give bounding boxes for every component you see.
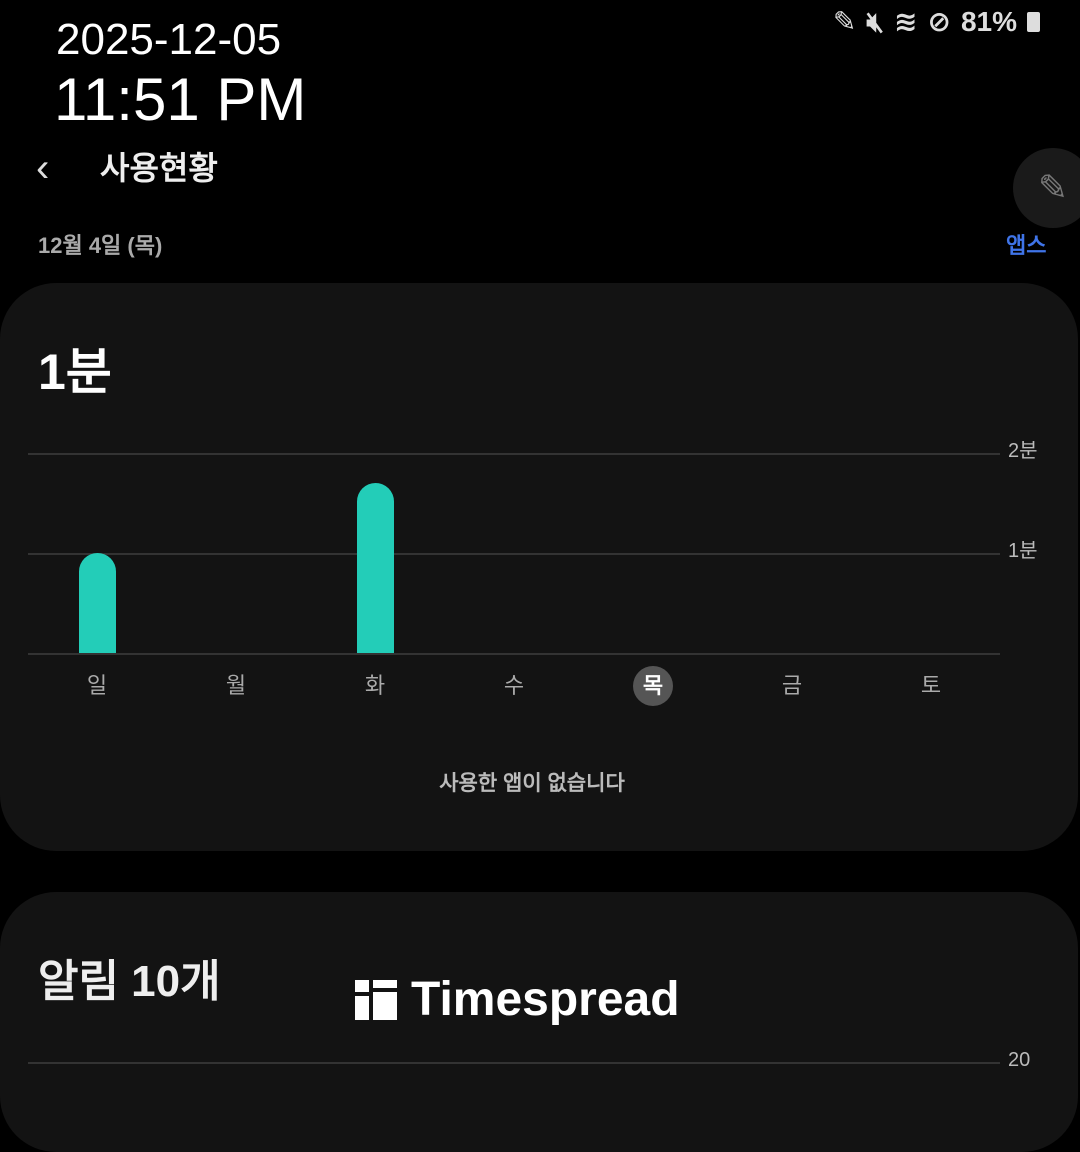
back-button[interactable]: ‹: [36, 146, 50, 190]
battery-icon: [1027, 12, 1040, 32]
gridline: [28, 653, 1000, 655]
bar-화[interactable]: [357, 483, 394, 653]
timestamp-date: 2025-12-05: [56, 15, 282, 64]
edit-button[interactable]: ✎: [1013, 148, 1080, 228]
do-not-disturb-icon: ⊘: [927, 6, 951, 37]
pencil-icon: ✎: [1037, 167, 1069, 208]
logo-icon: [355, 980, 397, 1020]
battery-level: 81%: [960, 6, 1017, 37]
usage-total: 1분: [38, 344, 112, 400]
selected-date[interactable]: 12월 4일 (목): [38, 233, 163, 258]
gridline: [28, 1062, 1000, 1064]
wifi-icon: ≋: [894, 6, 918, 37]
x-tick-label[interactable]: 화: [364, 673, 386, 698]
x-tick-label[interactable]: 월: [225, 673, 247, 698]
apps-link[interactable]: 앱스: [1006, 233, 1047, 258]
brand-name: Timespread: [411, 973, 680, 1026]
x-tick-label[interactable]: 금: [781, 673, 803, 698]
x-tick-label[interactable]: 목: [633, 666, 673, 706]
pen-icon: ✎: [832, 6, 857, 37]
timestamp-time: 11:51 PM: [54, 66, 307, 133]
gridline: [28, 553, 1000, 555]
empty-message: 사용한 앱이 없습니다: [439, 772, 625, 795]
x-tick-label[interactable]: 일: [86, 673, 108, 698]
x-tick-label[interactable]: 수: [503, 673, 525, 698]
page-title: 사용현황: [100, 150, 218, 186]
usage-card: [0, 283, 1078, 851]
notifications-title: 알림 10개: [38, 957, 221, 1006]
y-tick-label: 20: [1008, 1049, 1031, 1071]
y-tick-label: 2분: [1008, 440, 1038, 462]
x-tick-label[interactable]: 토: [920, 673, 942, 698]
bar-일[interactable]: [79, 553, 116, 653]
mute-icon: 🔇︎: [866, 6, 885, 37]
watermark-logo: Timespread: [355, 976, 680, 1024]
gridline: [28, 453, 1000, 455]
y-tick-label: 1분: [1008, 540, 1038, 562]
status-bar: ✎ 🔇︎ ≋ ⊘ 81%: [833, 8, 1040, 36]
